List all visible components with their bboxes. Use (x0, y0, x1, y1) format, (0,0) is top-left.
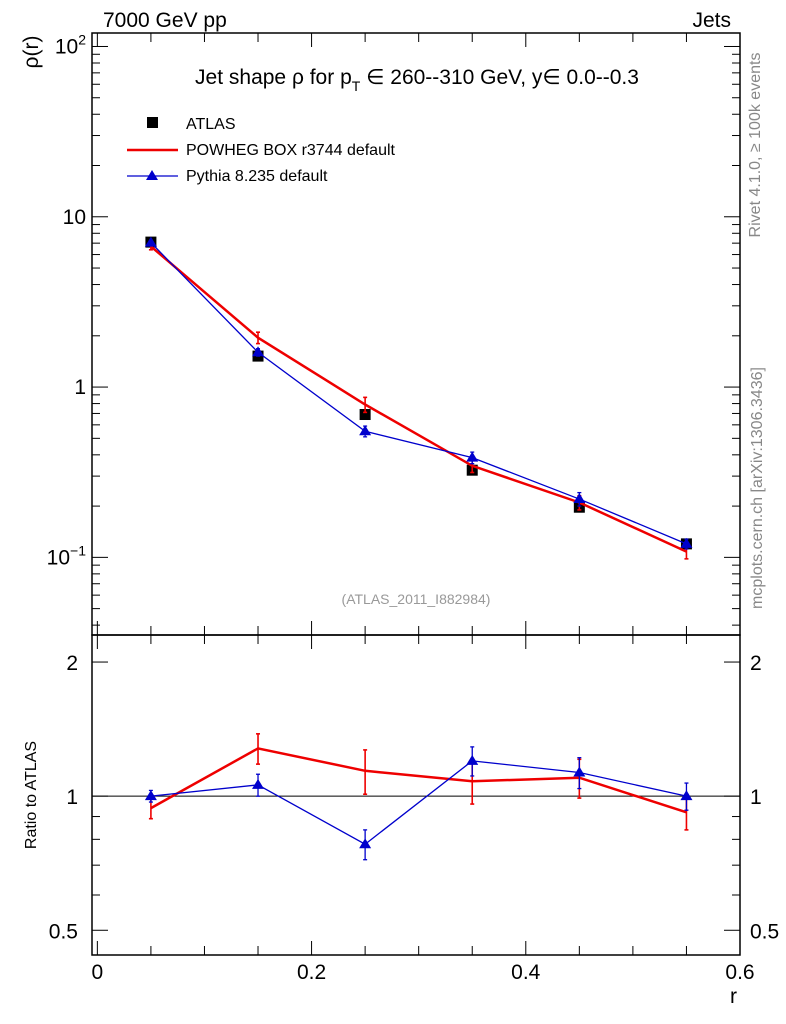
ratio-pythia-point (359, 838, 372, 849)
title-suffix: ∈ 260--310 GeV, y∈ 0.0--0.3 (360, 66, 639, 89)
y-tick-label-base: 1 (74, 376, 86, 399)
header-right: Jets (692, 9, 731, 32)
x-tick-label: 0.2 (297, 961, 326, 984)
ratio-y-tick-label-right: 0.5 (750, 920, 779, 943)
title-subscript: T (352, 78, 361, 94)
legend-pythia-marker (146, 170, 158, 180)
ratio-plot-frame (91, 634, 741, 956)
y-tick-label-base: 10 (47, 546, 70, 569)
ratio-y-tick-label: 0.5 (49, 920, 78, 943)
ratio-y-axis-label: Ratio to ATLAS (23, 741, 40, 849)
y-tick-label-base: 10 (55, 35, 78, 58)
pythia-line (150, 242, 687, 545)
mcplots-label: mcplots.cern.ch [arXiv:1306.3436] (749, 367, 766, 609)
pythia-point (680, 537, 693, 548)
x-tick-label: 0.4 (511, 961, 541, 984)
ratio-y-tick-label-right: 1 (750, 786, 762, 809)
main-y-axis-label: ρ(r) (20, 36, 43, 69)
y-tick-label-exp: 2 (78, 31, 86, 47)
x-tick-label: 0.6 (725, 961, 754, 984)
ratio-y-tick-label: 2 (66, 652, 78, 675)
y-tick-label: 10−1 (47, 542, 87, 569)
y-tick-label: 10 (63, 206, 86, 229)
ratio-pythia-point (573, 766, 586, 777)
y-tick-label-exp: −1 (70, 542, 86, 558)
ratio-series-layer (144, 733, 693, 861)
ratio-pythia-line (150, 760, 687, 846)
ratio-pythia-point (252, 778, 265, 789)
y-tick-label: 1 (74, 376, 86, 399)
legend-powheg-label: POWHEG BOX r3744 default (186, 142, 396, 159)
pythia-point (466, 451, 479, 462)
pythia-point (144, 236, 157, 247)
rivet-label: Rivet 4.1.0, ≥ 100k events (747, 53, 764, 238)
ratio-powheg-line (150, 747, 687, 814)
ratio-y-tick-label-right: 2 (750, 652, 762, 675)
x-tick-label: 0 (92, 961, 104, 984)
powheg-line (150, 245, 687, 553)
pythia-point (252, 346, 265, 357)
chart-title: Jet shape ρ for pT ∈ 260--310 GeV, y∈ 0.… (195, 66, 639, 94)
title-prefix: Jet shape ρ for p (195, 66, 352, 89)
ratio-pythia-point (466, 754, 479, 765)
pythia-point (573, 493, 586, 504)
atlas-point (359, 409, 371, 421)
legend-pythia-label: Pythia 8.235 default (186, 168, 328, 185)
main-series-layer (144, 236, 693, 560)
y-tick-label-base: 10 (63, 206, 86, 229)
legend: ATLAS POWHEG BOX r3744 default Pythia 8.… (127, 116, 396, 185)
x-axis-label: r (730, 985, 737, 1008)
legend-atlas-marker (147, 117, 158, 128)
ratio-pythia-point (680, 790, 693, 801)
pythia-point (359, 425, 372, 436)
ratio-y-tick-label: 1 (66, 786, 78, 809)
analysis-watermark: (ATLAS_2011_I882984) (342, 591, 491, 607)
ratio-pythia-point (144, 790, 157, 801)
legend-atlas-label: ATLAS (186, 116, 236, 133)
y-tick-label: 102 (55, 31, 86, 58)
header-left: 7000 GeV pp (103, 9, 227, 32)
